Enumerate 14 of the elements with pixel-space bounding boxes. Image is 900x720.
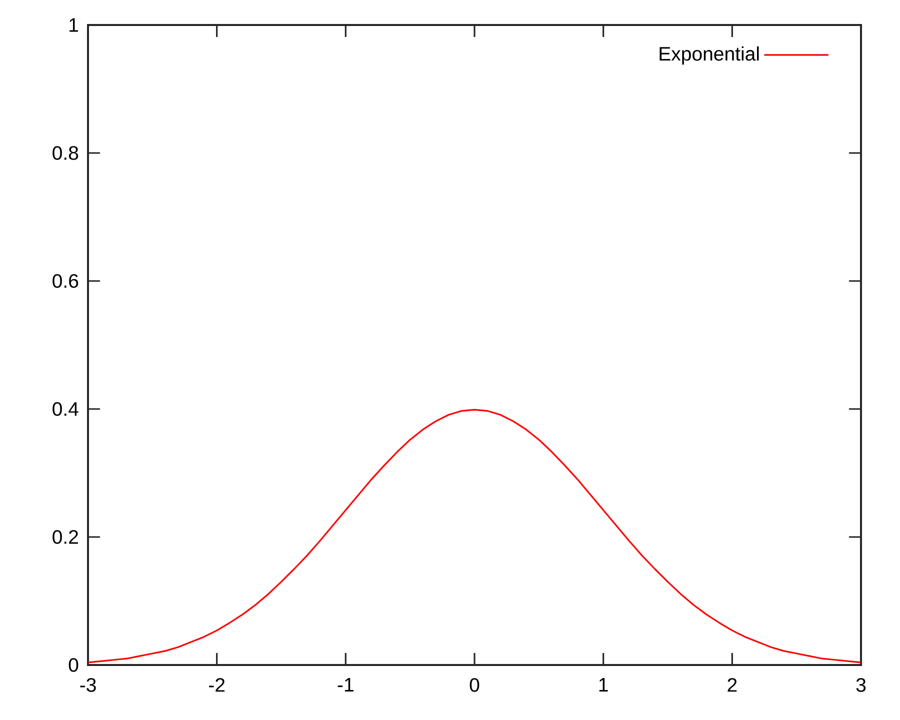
y-tick-label: 1 bbox=[70, 18, 78, 32]
y-tick-label: 0.4 bbox=[52, 402, 78, 416]
x-tick-label: 3 bbox=[856, 678, 866, 692]
x-tick-label: 0 bbox=[470, 678, 480, 692]
x-tick-label: 2 bbox=[728, 678, 737, 692]
x-tick-label: 1 bbox=[599, 678, 608, 692]
x-tick-label: -1 bbox=[338, 678, 354, 692]
legend-label: Exponential bbox=[660, 46, 759, 65]
x-tick-label: -3 bbox=[80, 678, 96, 692]
x-tick-label: -2 bbox=[209, 678, 225, 692]
y-tick-label: 0.8 bbox=[52, 146, 78, 160]
y-tick-label: 0 bbox=[68, 658, 78, 672]
y-tick-label: 0.6 bbox=[52, 274, 78, 288]
y-tick-label: 0.2 bbox=[52, 530, 78, 544]
